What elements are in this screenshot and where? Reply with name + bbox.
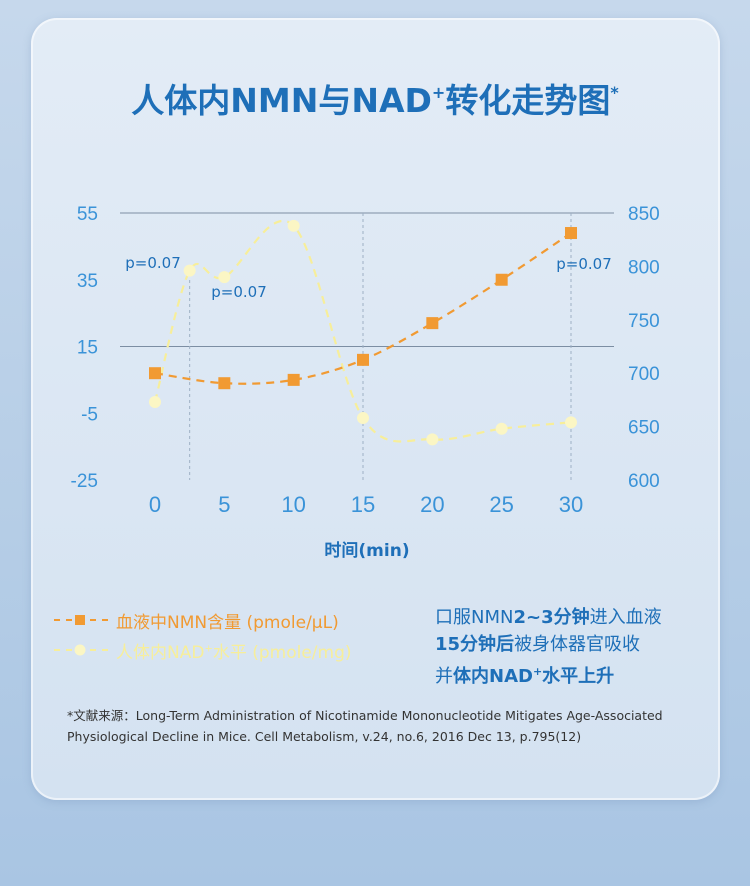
x-tick-label: 30 [559,492,583,517]
nmn-point [357,353,369,366]
nad-point [149,396,161,409]
y-right-tick-label: 750 [628,311,660,332]
p-value-annotation: p=0.07 [125,254,181,272]
legend-marker-nmn [54,615,110,625]
y-right-tick-label: 700 [628,364,660,385]
note-line-1: 口服NMN2~3分钟进入血液 [435,607,662,628]
nmn-point [565,227,577,240]
chart-card [31,18,720,800]
source-citation: *文献来源：Long-Term Administration of Nicoti… [67,708,663,744]
nad-point [495,422,508,435]
y-right-tick-label: 650 [628,418,660,439]
x-axis-label: 时间(min) [324,540,409,561]
title-rest: 转化走势图 [445,81,611,120]
x-tick-label: 5 [218,492,230,517]
series-line-nad [153,219,572,443]
nad-point [218,271,231,284]
title-text: 人体内NMN与NAD [131,81,432,120]
nmn-point [218,377,231,390]
nmn-point [495,273,508,286]
y-left-tick-label: 35 [77,271,98,292]
note-line-3: 并体内NAD+水平上升 [435,665,615,687]
nmn-point [287,373,300,386]
y-left-tick-label: -25 [71,471,98,492]
x-tick-label: 0 [149,492,161,517]
x-tick-label: 15 [351,492,375,517]
y-right-tick-label: 850 [628,204,660,225]
legend-label-nad: 人体内NAD+水平 (pmole/mg) [116,643,352,663]
x-tick-label: 20 [420,492,444,517]
nmn-point [149,367,161,380]
y-right-tick-label: 600 [628,471,660,492]
nad-point [183,264,196,277]
x-tick-label: 10 [281,492,305,517]
y-left-tick-label: 55 [77,204,98,225]
p-value-annotation: p=0.07 [211,283,267,301]
nad-point [357,412,369,425]
p-value-annotation: p=0.07 [556,255,612,273]
title-plus: + [431,83,446,102]
legend-label-nmn: 血液中NMN含量 (pmole/µL) [116,613,339,633]
y-left-tick-label: 15 [77,338,98,359]
nad-point [426,433,439,446]
legend: 血液中NMN含量 (pmole/µL) 人体内NAD+水平 (pmole/mg) [52,606,392,666]
chart-title: 人体内NMN与NAD+转化走势图* [0,74,750,122]
title-star: * [610,83,619,102]
y-left-tick-label: -5 [81,404,98,425]
nmn-point [426,317,439,330]
x-tick-label: 25 [489,492,513,517]
nad-point [565,416,577,429]
legend-item-nad: 人体内NAD+水平 (pmole/mg) [52,636,392,666]
legend-marker-nad [54,644,110,656]
nad-point [287,219,300,232]
legend-item-nmn: 血液中NMN含量 (pmole/µL) [52,606,392,636]
y-right-tick-label: 800 [628,257,660,278]
note-line-2: 15分钟后被身体器官吸收 [435,634,641,655]
summary-note: 口服NMN2~3分钟进入血液 15分钟后被身体器官吸收 并体内NAD+水平上升 [435,604,662,690]
